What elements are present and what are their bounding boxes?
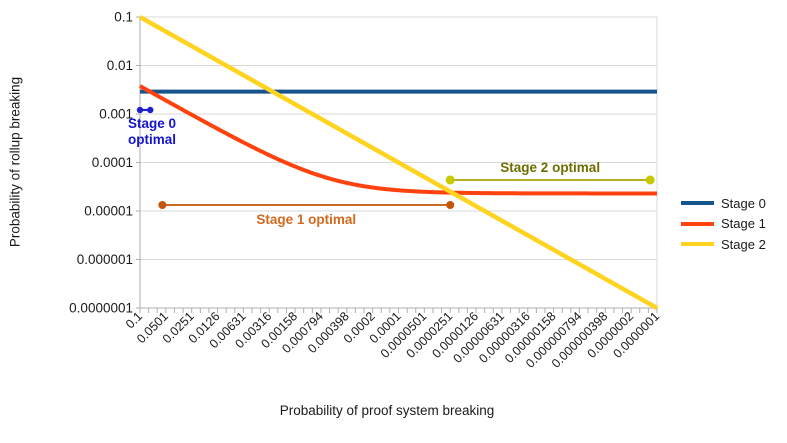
stage2-optimal-dot-start [445, 175, 455, 185]
legend: Stage 0 Stage 1 Stage 2 [681, 193, 766, 255]
annotation-text-line: optimal [127, 131, 176, 147]
legend-swatch-stage-0 [681, 201, 714, 206]
x-axis-title: Probability of proof system breaking [279, 403, 495, 418]
y-tick-label: 0.00001 [84, 204, 133, 219]
legend-swatch-stage-2 [681, 242, 714, 247]
legend-label: Stage 1 [721, 216, 766, 232]
y-tick-label: 0.000001 [77, 252, 133, 267]
stage2-optimal-dot-end [645, 175, 655, 185]
series-line-stage-2 [138, 15, 659, 310]
annotation-stage-1-optimal: Stage 1 optimal [256, 211, 357, 227]
annotation-stage-0-optimal: Stage 0 optimal [128, 116, 176, 148]
annotation-stage-2-optimal: Stage 2 optimal [500, 159, 601, 175]
legend-label: Stage 0 [721, 195, 766, 211]
y-tick-label: 0.1 [114, 10, 133, 25]
y-tick-label: 0.0000001 [69, 301, 133, 316]
series-line-stage-1 [139, 84, 657, 196]
annotation-text-line: Stage 0 [127, 115, 177, 131]
legend-item-stage-0: Stage 0 [681, 193, 766, 214]
stage0-optimal-dot-end [147, 106, 154, 114]
y-axis-title: Probability of rollup breaking [7, 76, 23, 248]
legend-item-stage-2: Stage 2 [681, 234, 766, 255]
stage0-optimal-dot-start [136, 106, 144, 114]
y-tick-label: 0.001 [99, 107, 133, 122]
y-tick-label: 0.01 [107, 58, 133, 73]
stage1-optimal-dot-start [158, 200, 167, 209]
legend-label: Stage 2 [721, 236, 766, 252]
y-tick-label: 0.0001 [92, 155, 133, 170]
legend-swatch-stage-1 [681, 221, 714, 226]
stage1-optimal-dot-end [446, 200, 455, 209]
legend-item-stage-1: Stage 1 [681, 214, 766, 235]
